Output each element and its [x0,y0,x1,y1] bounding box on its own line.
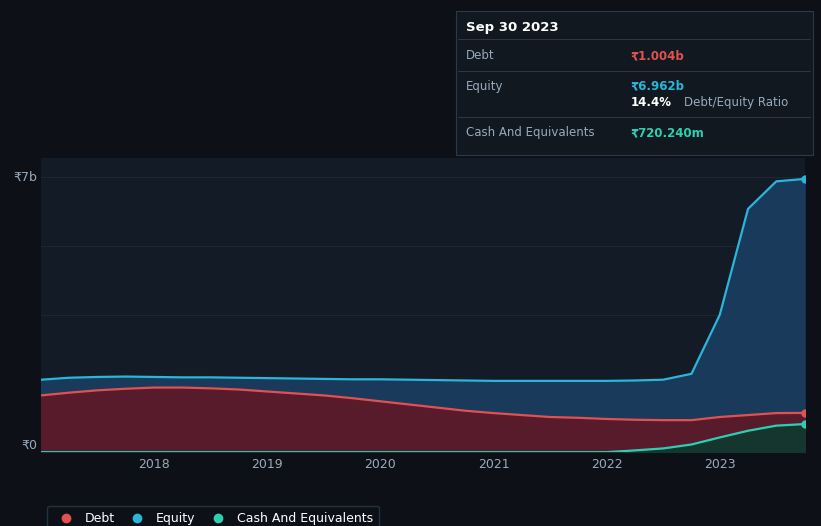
Text: Sep 30 2023: Sep 30 2023 [466,21,559,34]
Text: Debt: Debt [466,49,495,63]
Legend: Debt, Equity, Cash And Equivalents: Debt, Equity, Cash And Equivalents [48,505,379,526]
Text: ₹720.240m: ₹720.240m [631,126,704,139]
Text: ₹6.962b: ₹6.962b [631,80,685,93]
Text: Equity: Equity [466,80,504,93]
Text: Debt/Equity Ratio: Debt/Equity Ratio [684,96,788,109]
Text: ₹0: ₹0 [21,439,37,452]
Text: ₹7b: ₹7b [13,171,37,184]
Text: ₹1.004b: ₹1.004b [631,49,684,63]
Text: Cash And Equivalents: Cash And Equivalents [466,126,595,139]
Text: 14.4%: 14.4% [631,96,672,109]
